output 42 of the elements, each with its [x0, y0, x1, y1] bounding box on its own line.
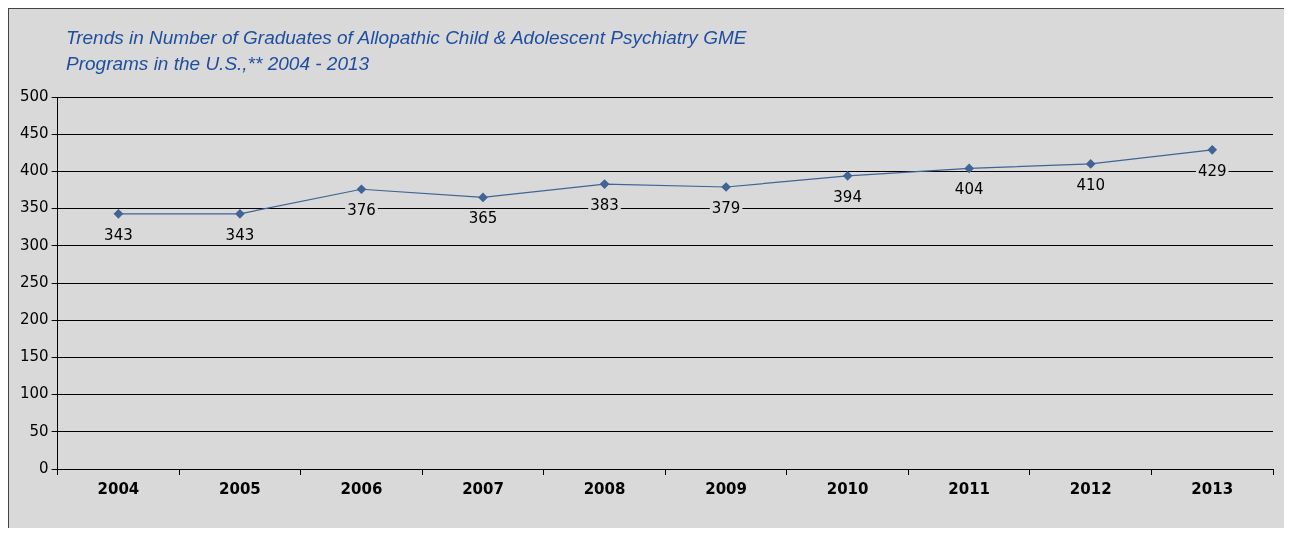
point	[599, 179, 610, 189]
data-label: 379	[711, 198, 741, 217]
y-tick-label: 500	[19, 86, 49, 105]
data-label: 376	[347, 201, 376, 220]
point	[1086, 159, 1096, 169]
x-tick-label: 2013	[1191, 479, 1234, 498]
x-tick-label: 2006	[340, 479, 383, 498]
y-tick-label: 250	[19, 272, 49, 291]
data-label: 429	[1197, 161, 1227, 180]
point	[843, 171, 853, 181]
point	[235, 209, 245, 219]
point	[113, 209, 123, 219]
y-tick-label: 100	[19, 384, 49, 403]
data-label: 343	[104, 225, 133, 244]
point	[356, 184, 367, 194]
point	[1207, 145, 1217, 155]
data-label: 383	[590, 195, 619, 214]
data-label: 365	[468, 209, 498, 228]
data-label: 404	[954, 180, 984, 199]
data-label: 410	[1076, 175, 1106, 194]
data-label: 343	[225, 225, 255, 244]
x-tick-label: 2008	[583, 479, 626, 498]
x-tick-label: 2012	[1069, 479, 1112, 498]
y-tick-label: 200	[19, 310, 49, 329]
y-tick-label: 450	[19, 124, 49, 143]
y-tick-label: 50	[29, 421, 49, 440]
y-tick-label: 150	[19, 347, 49, 366]
point	[964, 163, 974, 174]
x-tick-label: 2009	[705, 479, 747, 498]
y-tick-label: 400	[19, 161, 49, 180]
x-tick-label: 2004	[97, 479, 140, 498]
data-label: 394	[833, 187, 862, 206]
x-tick-label: 2010	[826, 479, 869, 498]
y-tick-label: 300	[19, 235, 49, 254]
x-tick-label: 2011	[948, 479, 991, 498]
x-tick-label: 2005	[219, 479, 261, 498]
y-tick-label: 350	[19, 198, 49, 217]
point	[478, 192, 488, 203]
chart-title: Trends in Number of Graduates of Allopathic Child & Adolescent Psychiatry GME Programs in the U.S.,** 2004 - 2013	[66, 26, 748, 76]
x-tick-label: 2007	[462, 479, 504, 498]
point	[721, 182, 731, 192]
y-tick-label: 0	[39, 458, 49, 477]
